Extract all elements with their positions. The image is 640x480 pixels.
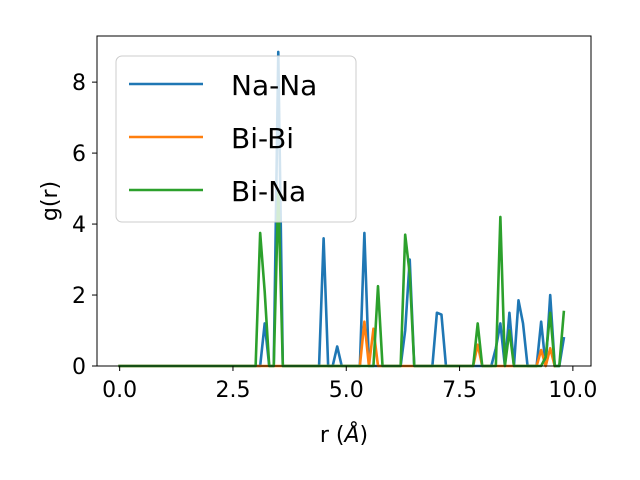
x-axis-label-close: )	[360, 423, 369, 448]
x-axis-label-text: r (	[320, 423, 345, 448]
y-tick-label: 8	[72, 71, 86, 96]
x-tick-label: 7.5	[442, 378, 477, 403]
x-tick-label: 2.5	[215, 378, 250, 403]
x-axis-label: r (Å)	[320, 421, 368, 448]
x-tick-label: 5.0	[329, 378, 364, 403]
y-tick-label: 4	[72, 213, 86, 238]
x-axis-label-unit: Å	[342, 421, 359, 448]
plot-frame	[96, 35, 592, 367]
y-axis-label: g(r)	[38, 181, 63, 221]
legend-box	[115, 55, 357, 223]
y-tick-label: 2	[72, 284, 86, 309]
legend-label-na-na: Na-Na	[231, 69, 317, 102]
x-tick-label: 0.0	[102, 378, 137, 403]
ticks-layer: 0.0 2.5 5.0 7.5 10.0 0 2 4 6 8	[72, 71, 597, 403]
x-tick-label: 10.0	[548, 378, 597, 403]
legend-label-bi-bi: Bi-Bi	[231, 122, 294, 155]
legend: Na-Na Bi-Bi Bi-Na	[115, 55, 357, 223]
y-tick-label: 0	[72, 355, 86, 380]
legend-label-bi-na: Bi-Na	[231, 175, 306, 208]
y-tick-label: 6	[72, 142, 86, 167]
